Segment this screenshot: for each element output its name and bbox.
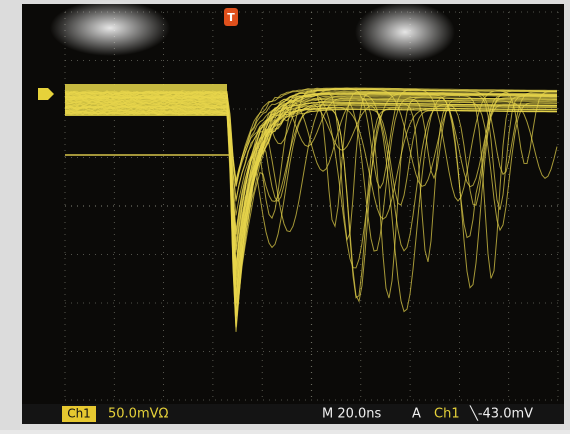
trigger-marker-label: T — [227, 11, 235, 24]
scale-label: 50.0mVΩ — [108, 407, 169, 422]
glare — [50, 0, 170, 56]
glare — [355, 2, 455, 62]
channel-label: Ch1 — [67, 407, 91, 421]
timebase-label: M 20.0ns — [322, 407, 382, 422]
screen — [22, 4, 564, 424]
mode-label: A — [412, 407, 421, 422]
trigger-channel-label: Ch1 — [434, 407, 460, 422]
oscilloscope-photo: T Ch1 50.0mVΩ M 20.0ns A Ch1 ╲-43.0mV — [0, 0, 570, 430]
trigger-level-label: ╲-43.0mV — [469, 405, 533, 422]
